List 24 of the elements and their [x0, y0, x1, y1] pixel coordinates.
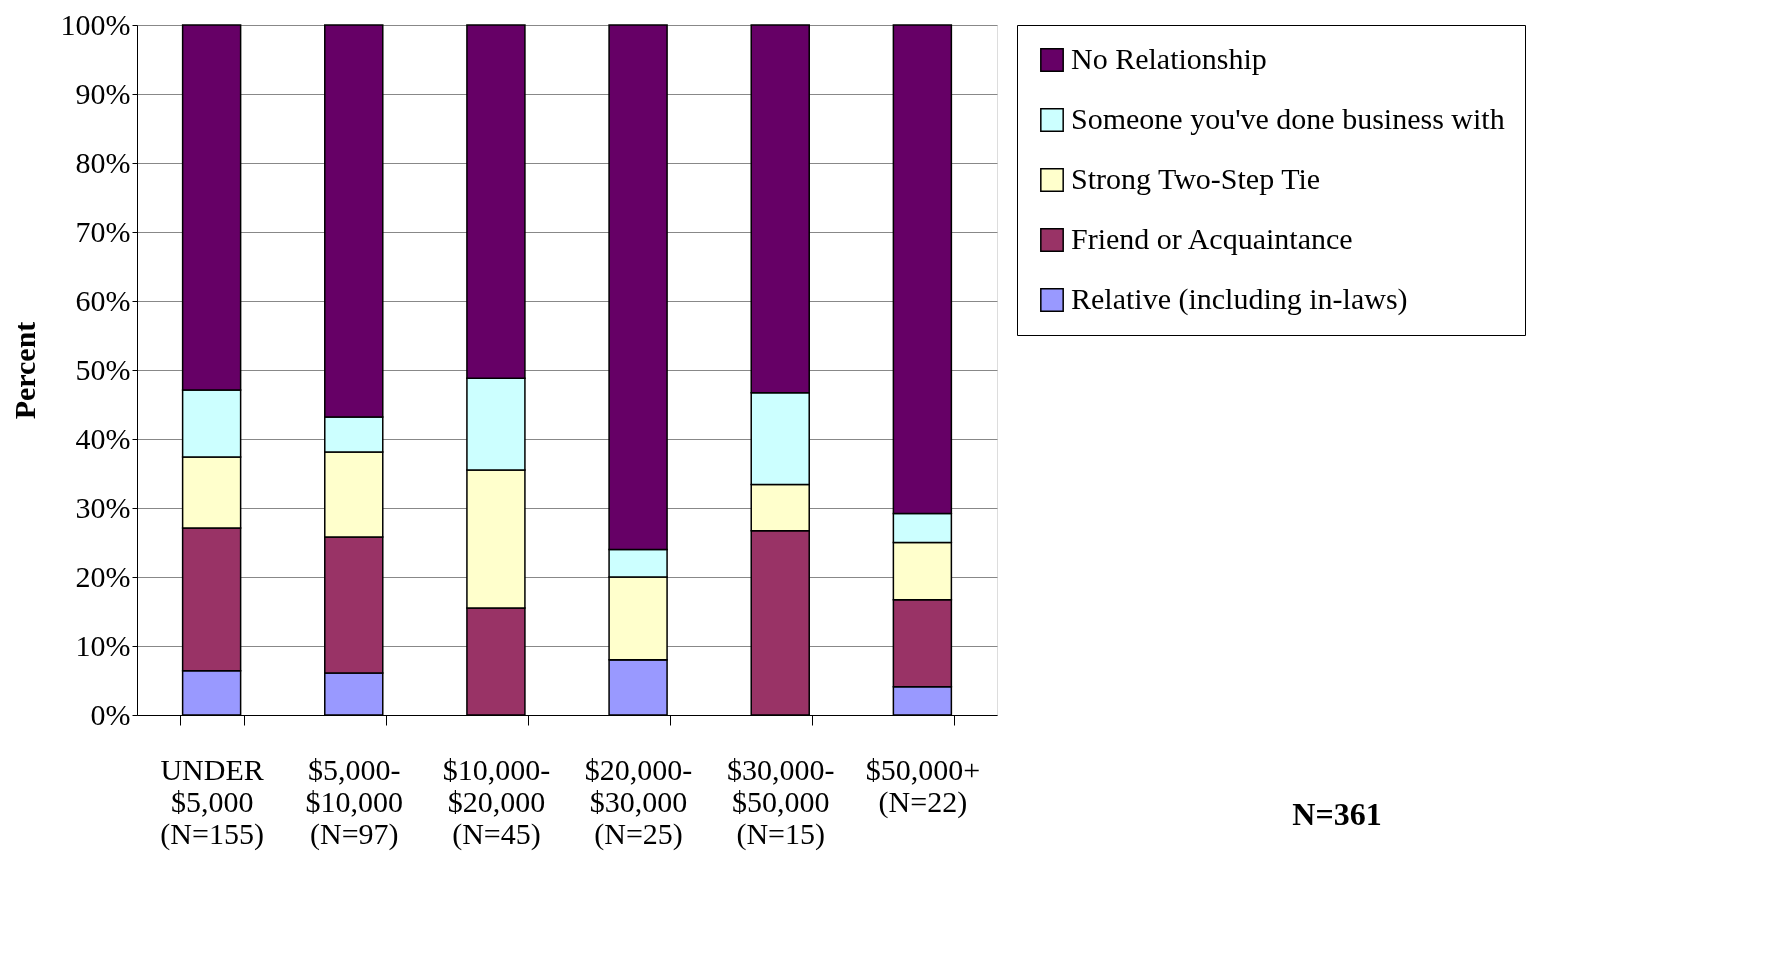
y-tick-label: 0%	[90, 697, 131, 731]
y-tick-label: 30%	[75, 490, 131, 524]
y-tick-label: 80%	[75, 145, 131, 179]
y-tick-label: 50%	[75, 352, 131, 386]
y-tick-label: 40%	[75, 421, 131, 455]
y-axis-title: Percent	[7, 321, 41, 420]
x-tick-label: $30,000- $50,000 (N=15)	[726, 752, 835, 851]
legend-label: Relative (including in-laws)	[1071, 282, 1408, 316]
legend-label: Someone you've done business with	[1071, 102, 1505, 135]
y-tick-label: 60%	[75, 283, 131, 317]
x-tick-label: $10,000- $20,000 (N=45)	[442, 752, 551, 851]
y-tick-label: 10%	[75, 628, 131, 662]
y-tick-label: 20%	[75, 559, 131, 593]
y-tick-label: 70%	[75, 214, 131, 248]
x-tick-label: UNDER $5,000 (N=155)	[160, 752, 264, 851]
x-tick-label: $20,000- $30,000 (N=25)	[584, 752, 693, 851]
x-tick-label: $50,000+ (N=22)	[865, 752, 981, 819]
y-tick-label: 100%	[60, 7, 131, 41]
x-tick-label: $5,000- $10,000 (N=97)	[305, 752, 404, 851]
legend-label: No Relationship	[1071, 42, 1267, 75]
legend-label: Friend or Acquaintance	[1071, 222, 1353, 255]
y-tick-label: 90%	[75, 76, 131, 110]
text: N=361	[1292, 796, 1382, 832]
legend-label: Strong Two-Step Tie	[1071, 162, 1321, 195]
